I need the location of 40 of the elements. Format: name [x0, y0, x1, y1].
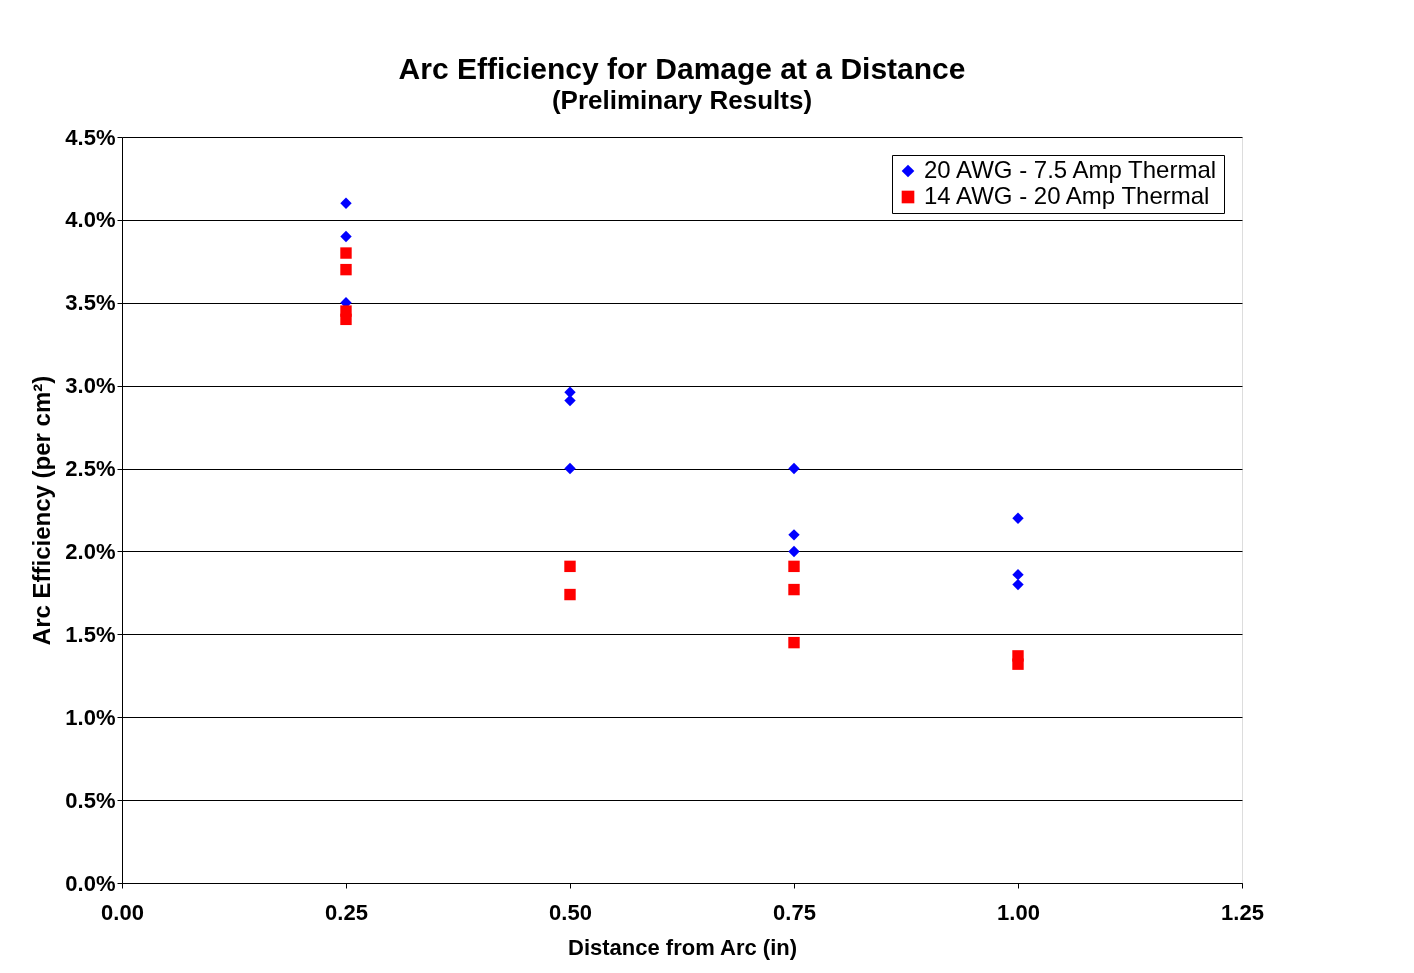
point	[1012, 578, 1024, 591]
point	[788, 462, 800, 475]
point	[564, 462, 576, 475]
x-tick-label: 0.25	[325, 899, 368, 925]
point	[340, 230, 352, 243]
x-axis-title: Distance from Arc (in)	[567, 934, 798, 960]
point	[1012, 658, 1024, 670]
point	[788, 545, 800, 558]
x-tick-label: 0.00	[101, 899, 144, 925]
legend-label: 20 AWG - 7.5 Amp Thermal	[924, 156, 1217, 183]
x-tick-label: 1.00	[997, 899, 1040, 925]
y-tick-label: 4.0%	[65, 207, 116, 233]
point	[1012, 512, 1024, 524]
y-tick-label: 0.0%	[65, 870, 116, 896]
point	[788, 560, 800, 573]
y-tick-label: 1.5%	[65, 621, 116, 647]
y-tick-label: 1.0%	[65, 704, 116, 730]
y-tick-label: 2.0%	[65, 538, 116, 564]
x-tick-label: 0.75	[773, 899, 816, 925]
x-tick-label: 1.25	[1221, 899, 1264, 925]
point	[564, 560, 576, 573]
point	[340, 313, 352, 326]
point	[788, 636, 800, 649]
y-axis-title: Arc Efficiency (per cm²)	[28, 375, 56, 646]
point	[788, 583, 800, 596]
chart-subtitle: (Preliminary Results)	[551, 85, 813, 115]
y-tick-label: 0.5%	[65, 787, 116, 813]
point	[340, 197, 352, 210]
y-tick-label: 4.5%	[65, 124, 116, 150]
y-tick-label: 3.0%	[65, 373, 116, 399]
x-tick-label: 0.50	[549, 899, 592, 925]
y-tick-label: 3.5%	[65, 290, 116, 316]
point	[340, 247, 352, 259]
point	[340, 263, 352, 276]
chart-title: Arc Efficiency for Damage at a Distance	[398, 52, 966, 85]
y-tick-label: 2.5%	[65, 456, 116, 482]
point	[564, 588, 576, 601]
legend-label: 14 AWG - 20 Amp Thermal	[924, 182, 1210, 209]
point	[788, 529, 800, 541]
point	[1012, 568, 1024, 581]
